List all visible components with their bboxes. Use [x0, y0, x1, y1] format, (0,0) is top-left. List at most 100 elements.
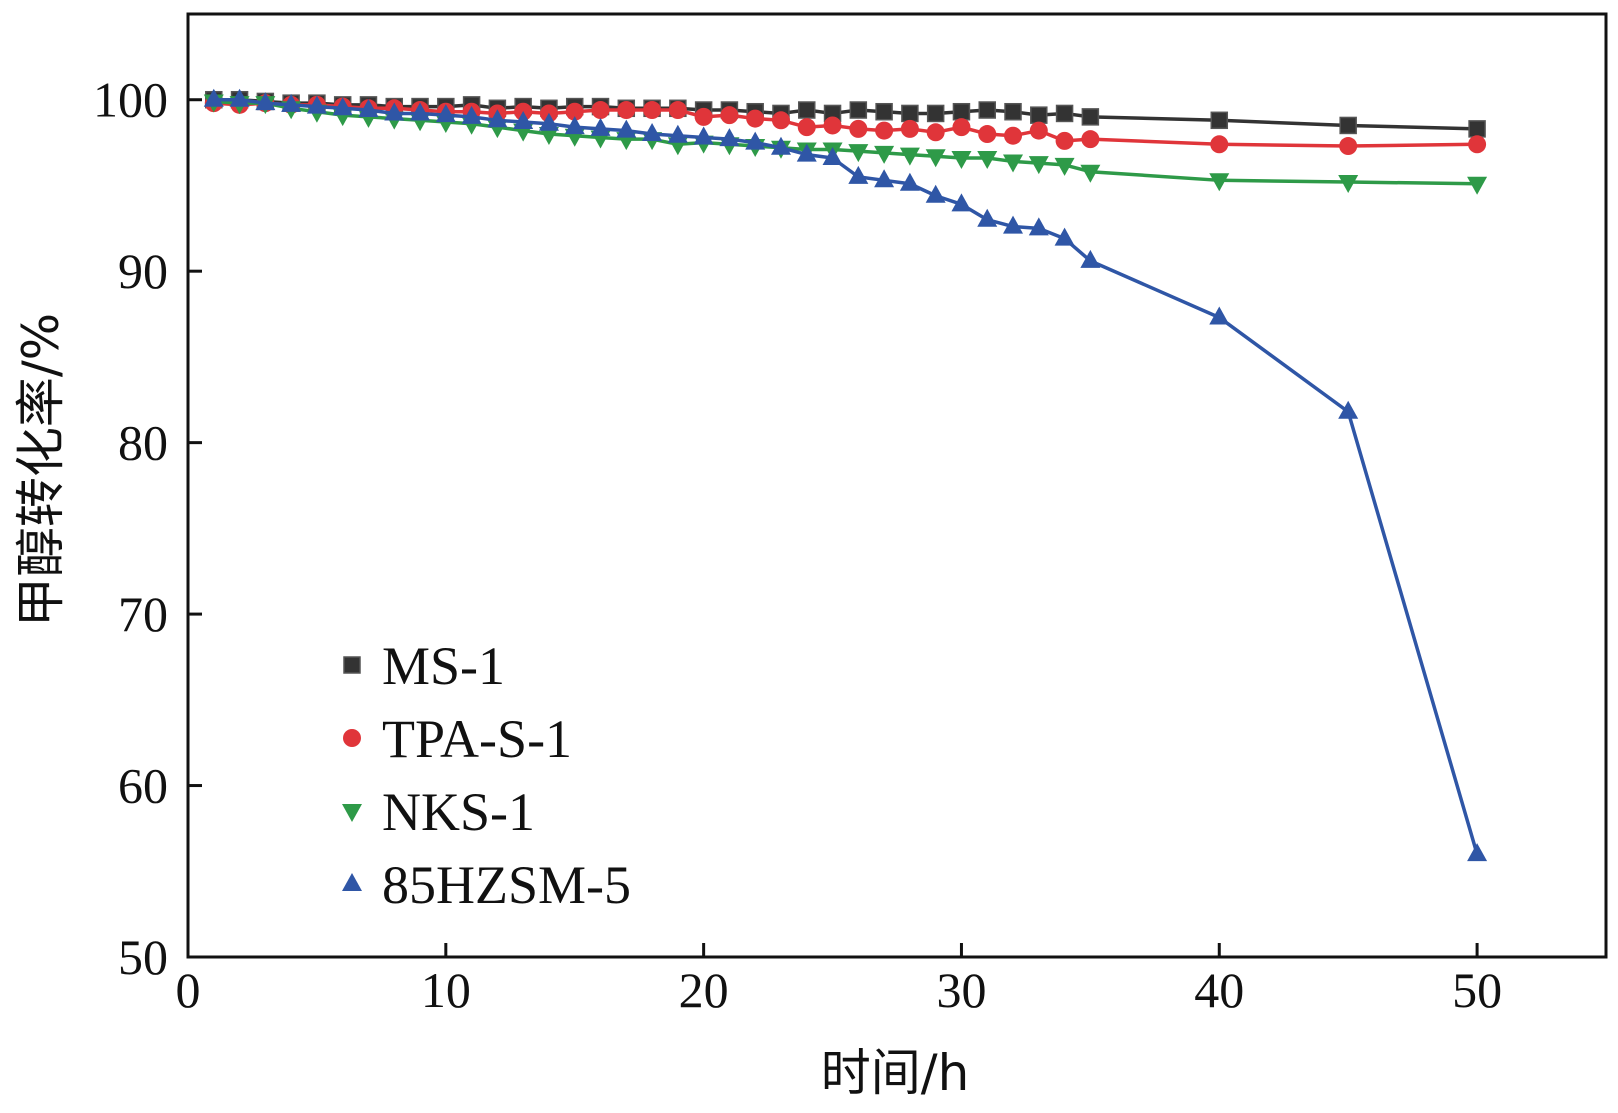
data-point — [1081, 108, 1100, 126]
data-point — [952, 118, 971, 137]
y-tick-label: 70 — [118, 586, 168, 642]
x-tick-label: 50 — [1452, 962, 1502, 1018]
data-point — [797, 118, 816, 137]
data-point — [1468, 120, 1486, 138]
legend-item: 85HZSM-5 — [342, 855, 631, 915]
data-point — [874, 169, 895, 188]
data-point — [590, 117, 611, 136]
data-point — [899, 147, 920, 166]
legend-item: MS-1 — [343, 636, 505, 696]
data-point — [384, 102, 405, 121]
legend-item: TPA-S-1 — [343, 709, 572, 769]
data-point — [1028, 217, 1049, 236]
data-point — [1209, 306, 1230, 325]
data-point — [1003, 154, 1024, 173]
x-tick-label: 40 — [1194, 962, 1244, 1018]
data-point — [203, 88, 224, 107]
data-point — [410, 102, 431, 121]
data-point — [1029, 121, 1048, 140]
data-point — [745, 131, 766, 150]
data-point — [746, 109, 765, 128]
data-point — [823, 116, 842, 135]
data-point — [951, 151, 972, 170]
data-point — [822, 147, 843, 166]
data-point — [1054, 227, 1075, 246]
data-point — [693, 126, 714, 145]
data-point — [875, 102, 893, 121]
data-point — [978, 125, 997, 144]
data-point — [720, 106, 739, 125]
data-point — [1080, 164, 1101, 183]
data-point — [977, 151, 998, 170]
data-point — [538, 127, 559, 146]
data-point — [255, 92, 276, 111]
data-point — [281, 93, 302, 112]
y-tick-label: 80 — [118, 415, 168, 471]
legend-marker — [342, 873, 362, 891]
data-point — [668, 101, 687, 120]
data-point — [901, 104, 919, 123]
legend-marker — [343, 729, 361, 747]
data-point — [694, 107, 713, 126]
data-point — [770, 136, 791, 155]
data-point — [849, 119, 868, 138]
data-point — [1004, 102, 1022, 121]
data-point — [1028, 156, 1049, 175]
data-point — [617, 101, 636, 120]
legend-marker — [342, 804, 362, 822]
data-point — [1080, 249, 1101, 268]
data-point — [1210, 111, 1229, 130]
data-point — [616, 119, 637, 138]
x-tick-label: 0 — [176, 962, 201, 1018]
series-85hzsm-5 — [203, 88, 1488, 862]
data-point — [1339, 116, 1357, 135]
data-point — [643, 101, 662, 120]
data-point — [564, 116, 585, 135]
data-point — [1338, 400, 1359, 419]
data-point — [513, 111, 534, 130]
data-point — [1055, 104, 1074, 123]
data-point — [435, 104, 456, 123]
data-point — [952, 102, 971, 121]
x-axis-title: 时间/h — [821, 1044, 970, 1102]
legend-label: TPA-S-1 — [382, 709, 572, 769]
data-point — [1030, 106, 1048, 124]
data-point — [591, 101, 610, 120]
data-point — [719, 128, 740, 147]
data-point — [875, 121, 894, 140]
x-tick-label: 10 — [421, 962, 471, 1018]
data-point — [1210, 135, 1229, 154]
data-point — [1468, 135, 1487, 154]
data-point — [925, 184, 946, 203]
data-point — [461, 105, 482, 124]
data-point — [1055, 131, 1074, 150]
data-point — [358, 99, 379, 118]
data-point — [926, 104, 945, 123]
data-point — [798, 101, 816, 119]
data-point — [771, 111, 790, 130]
data-point — [332, 97, 353, 116]
legend-label: NKS-1 — [382, 782, 535, 842]
plot-frame — [186, 12, 1608, 959]
data-point — [1338, 175, 1359, 194]
x-tick-label: 30 — [936, 962, 986, 1018]
legend: MS-1 TPA-S-1 NKS-1 85HZSM-5 — [342, 636, 631, 915]
y-tick-label: 90 — [118, 243, 168, 299]
y-axis-title: 甲醇转化率/% — [12, 313, 70, 627]
data-point — [925, 149, 946, 168]
legend-label: 85HZSM-5 — [382, 855, 631, 915]
y-tick-label: 60 — [118, 758, 168, 814]
data-point — [874, 145, 895, 164]
data-point — [849, 101, 868, 119]
data-point — [565, 102, 584, 121]
data-point — [487, 109, 508, 128]
data-point — [1054, 157, 1075, 176]
legend-item: NKS-1 — [342, 782, 535, 842]
data-point — [977, 208, 998, 227]
legend-marker — [343, 656, 361, 674]
x-tick-label: 20 — [679, 962, 729, 1018]
data-point — [642, 123, 663, 142]
data-point — [1209, 173, 1230, 192]
data-point — [229, 88, 250, 107]
